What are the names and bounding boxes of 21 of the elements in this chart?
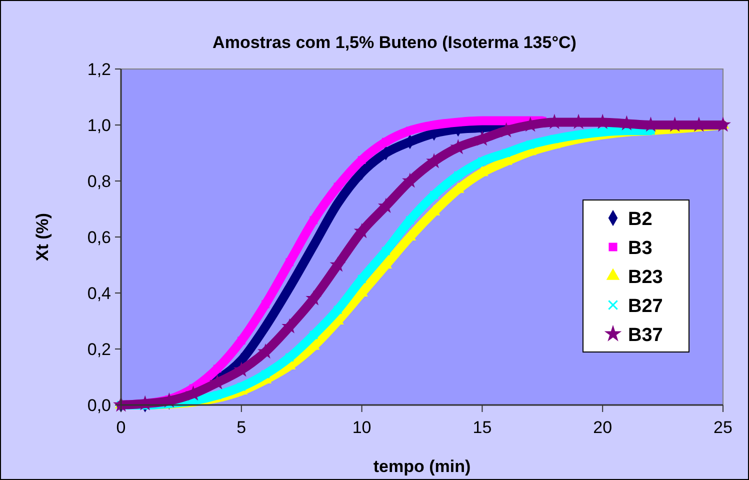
x-tick-label: 10 [352,418,372,437]
y-tick-label: 0,6 [87,228,111,247]
x-tick-label: 20 [593,418,612,437]
y-tick-label: 0,4 [87,284,111,303]
y-tick-label: 0,0 [87,396,111,415]
legend-label: B3 [628,238,652,259]
x-tick-label: 5 [236,418,246,437]
legend-label: B23 [628,266,663,288]
x-axis-title: tempo (min) [373,457,471,476]
x-tick-label: 25 [714,418,732,437]
y-axis-title: Xt (%) [33,212,52,262]
y-tick-label: 0,2 [87,340,111,359]
y-tick-label: 1,0 [87,116,111,135]
y-tick-label: 1,2 [87,60,111,79]
chart-title: Amostras com 1,5% Buteno (Isoterma 135°C) [212,33,576,52]
legend-label: B27 [628,296,663,317]
x-tick-label: 0 [116,418,126,437]
x-tick-label: 15 [472,418,492,437]
legend-label: B2 [628,208,652,230]
legend-label: B37 [628,324,663,346]
y-tick-label: 0,8 [87,172,111,191]
